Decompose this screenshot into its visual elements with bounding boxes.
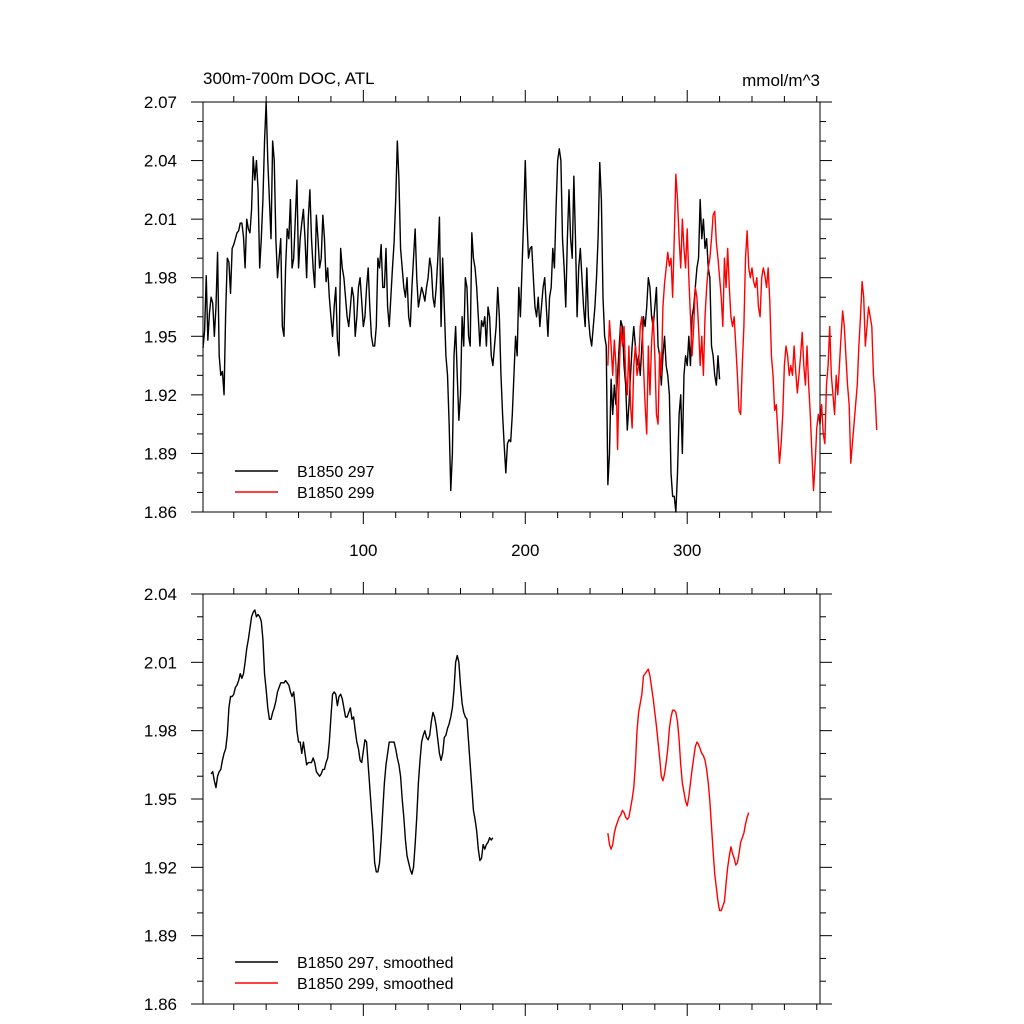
top-panel: 300m-700m DOC, ATL mmol/m^3 2.07 2.04 2.01… (144, 69, 878, 560)
bottom-panel: 2.04 2.01 1.98 1.95 1.92 1.89 1.86 B1850 297, … (144, 582, 832, 1016)
bottom-ytick-label: 1.98 (144, 722, 177, 741)
bottom-series-group (210, 609, 750, 912)
bottom-ytick-label: 1.86 (144, 995, 177, 1014)
legend-label-299: B1850 299 (297, 485, 375, 502)
chart-title: 300m-700m DOC, ATL (203, 69, 375, 88)
top-series-group (202, 101, 878, 513)
top-ytick-label: 1.89 (144, 444, 177, 463)
top-ytick-label: 2.04 (144, 152, 177, 171)
bottom-series-line-b1850-297 (210, 609, 494, 875)
legend-label-297-smoothed: B1850 297, smoothed (297, 955, 454, 972)
legend-label-297: B1850 297 (297, 464, 375, 481)
top-ytick-label: 1.98 (144, 269, 177, 288)
top-xtick-label: 100 (349, 541, 377, 560)
top-xtick-label: 200 (511, 541, 539, 560)
top-ticks: 2.07 2.04 2.01 1.98 1.95 1.92 1.89 1.86 100 200 30… (144, 90, 832, 560)
bottom-ytick-label: 2.04 (144, 585, 177, 604)
bottom-ytick-label: 1.95 (144, 790, 177, 809)
bottom-ytick-label: 2.01 (144, 653, 177, 672)
top-ytick-label: 2.01 (144, 210, 177, 229)
bottom-legend: B1850 297, smoothed B1850 299, smoothed (235, 955, 454, 993)
top-series-line-b1850-299 (607, 173, 878, 492)
top-ytick-label: 2.07 (144, 93, 177, 112)
bottom-plot-frame (202, 593, 821, 1005)
legend-label-299-smoothed: B1850 299, smoothed (297, 976, 454, 993)
bottom-ytick-label: 1.92 (144, 858, 177, 877)
top-ytick-label: 1.92 (144, 386, 177, 405)
units-label: mmol/m^3 (742, 71, 820, 90)
top-legend: B1850 297 B1850 299 (235, 464, 375, 502)
bottom-ytick-label: 1.89 (144, 927, 177, 946)
top-xtick-label: 300 (673, 541, 701, 560)
top-series-line-b1850-297 (202, 101, 721, 513)
top-plot-frame (202, 101, 821, 513)
bottom-ticks: 2.04 2.01 1.98 1.95 1.92 1.89 1.86 (144, 582, 832, 1016)
top-ytick-label: 1.86 (144, 503, 177, 522)
top-ytick-label: 1.95 (144, 327, 177, 346)
bottom-series-line-b1850-299 (607, 668, 750, 912)
